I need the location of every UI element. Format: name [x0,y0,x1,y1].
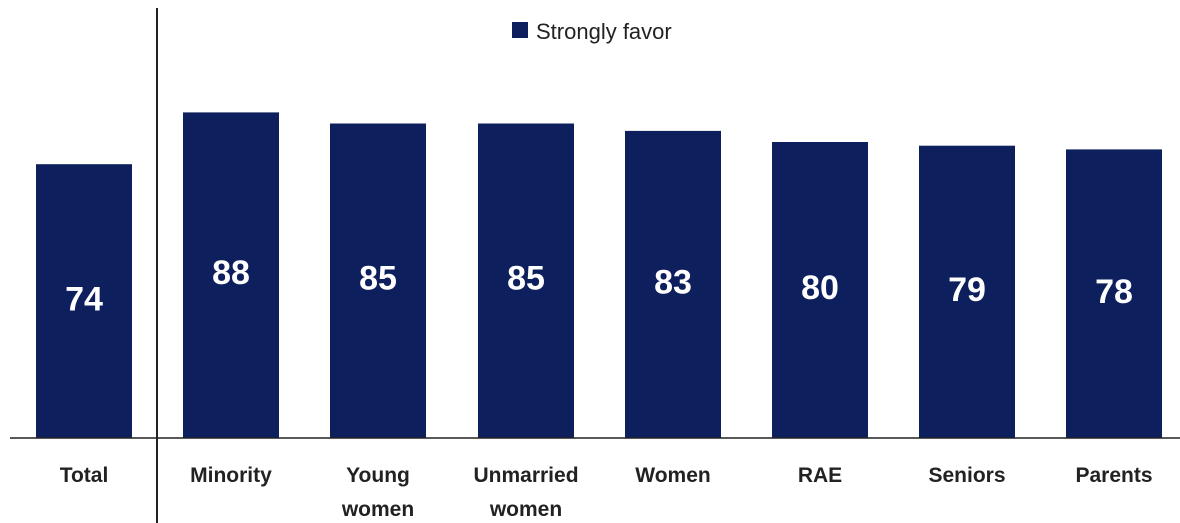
bar [478,123,574,438]
bar [772,142,868,438]
bar [36,164,132,438]
bar-value-label: 78 [1095,273,1133,311]
bar [330,123,426,438]
category-label: Young [346,464,410,487]
bar-value-label: 79 [948,271,986,309]
category-label: RAE [798,464,842,487]
legend: Strongly favor [512,19,672,44]
bar [1066,149,1162,438]
bar-value-label: 74 [65,280,103,318]
category-label: women [341,498,414,521]
category-label: Total [60,464,109,487]
bar-value-label: 85 [359,260,397,298]
category-label: Parents [1075,464,1152,487]
category-label: Women [635,464,710,487]
bar-value-label: 85 [507,260,545,298]
legend-swatch [512,22,528,38]
bar [919,145,1015,438]
bar-value-label: 80 [801,269,839,307]
value-labels: 74 88 85 85 83 80 79 78 [65,254,1133,318]
category-label: women [489,498,562,521]
category-label: Minority [190,464,272,487]
bar [183,112,279,439]
bar-value-label: 83 [654,263,692,301]
category-labels: Total Minority Young women Unmarried women Wom… [60,464,1153,521]
category-label: Seniors [928,464,1005,487]
legend-label: Strongly favor [536,19,672,44]
bar [625,130,721,438]
category-label: Unmarried [473,464,578,487]
bar-value-label: 88 [212,254,250,292]
bars [36,112,1162,439]
